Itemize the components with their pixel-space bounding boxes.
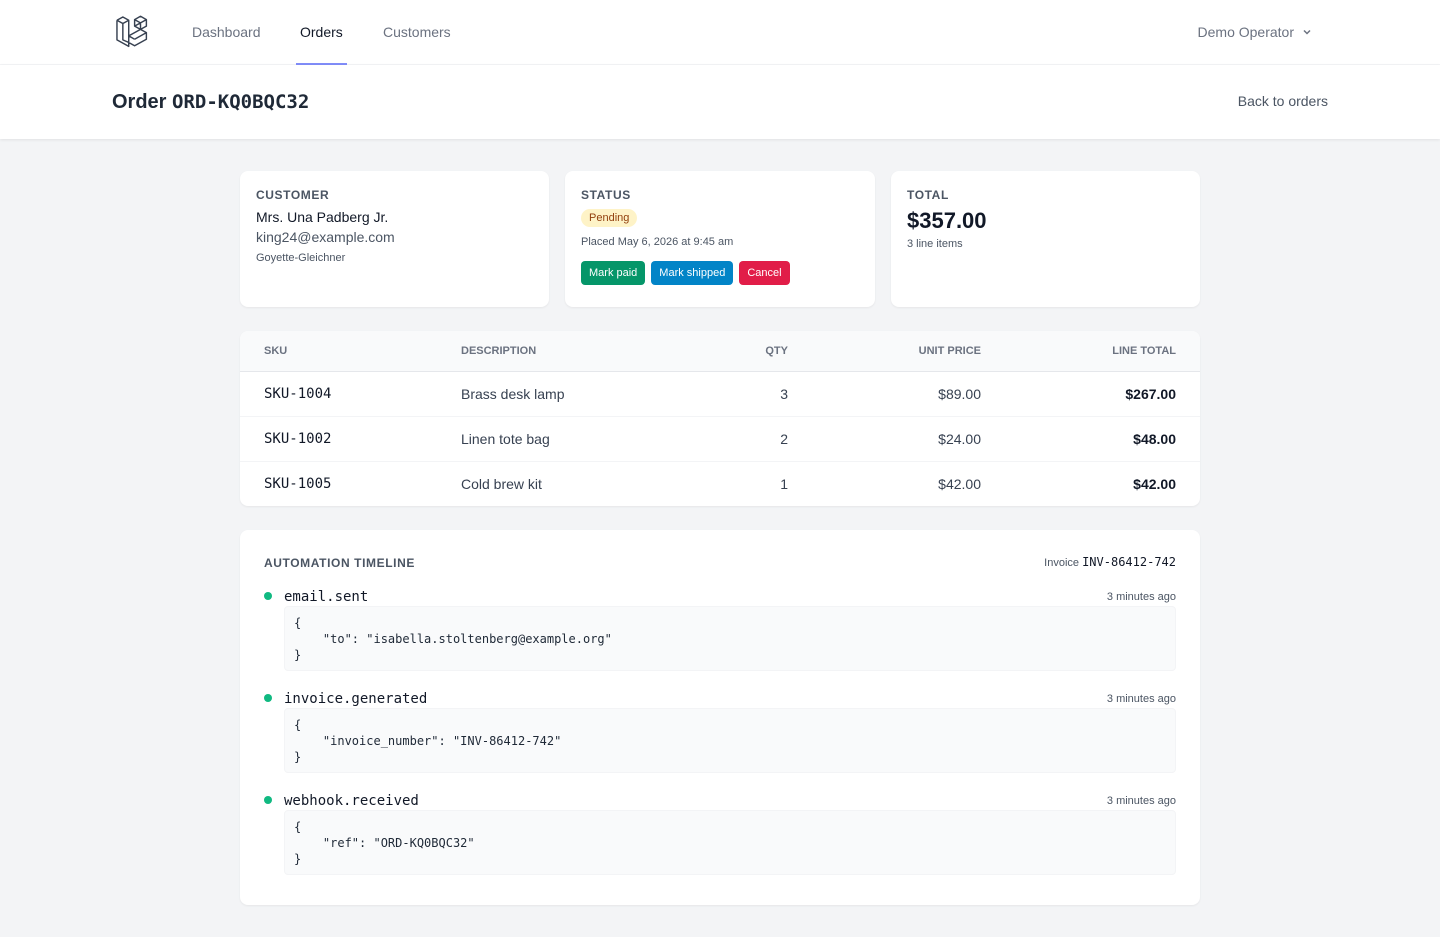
row-qty: 2 [780, 431, 788, 447]
customer-company: Goyette-Gleichner [256, 252, 346, 264]
row-line-total: $42.00 [1133, 476, 1176, 492]
status-dot-icon [264, 796, 272, 804]
row-unit-price: $42.00 [938, 476, 981, 492]
total-label: TOTAL [907, 188, 949, 202]
nav-link-dashboard[interactable]: Dashboard [192, 24, 261, 40]
event-time: 3 minutes ago [1106, 693, 1176, 705]
event-time: 3 minutes ago [1106, 795, 1176, 807]
nav-link-orders[interactable]: Orders [296, 0, 347, 65]
laravel-logo-icon[interactable] [114, 15, 150, 49]
chevron-down-icon [1303, 29, 1311, 35]
status-actions: Mark paid Mark shipped Cancel [581, 261, 859, 285]
status-label: STATUS [581, 188, 631, 202]
total-value: $357.00 [907, 208, 987, 233]
line-items-count: 3 line items [907, 238, 963, 250]
row-description: Linen tote bag [461, 431, 550, 447]
order-code: ORD-KQ0BQC32 [172, 91, 310, 113]
row-line-total: $48.00 [1133, 431, 1176, 447]
customer-card: CUSTOMER Mrs. Una Padberg Jr. king24@exa… [240, 171, 549, 307]
event-payload: { "invoice_number": "INV-86412-742" } [284, 708, 1176, 773]
column-header-description: DESCRIPTION [461, 345, 537, 357]
user-name: Demo Operator [1197, 24, 1294, 40]
page-header: Order ORD-KQ0BQC32 Back to orders [0, 65, 1440, 139]
invoice-label: Invoice [1044, 557, 1080, 569]
row-qty: 3 [780, 386, 788, 402]
event-payload: { "ref": "ORD-KQ0BQC32" } [284, 810, 1176, 875]
placed-date: Placed May 6, 2026 at 9:45 am [581, 236, 734, 248]
total-card: TOTAL $357.00 3 line items [891, 171, 1200, 307]
invoice-reference: Invoice INV-86412-742 [1044, 555, 1176, 569]
table-row: SKU-1002 Linen tote bag 2 $24.00 $48.00 [240, 417, 1200, 462]
cancel-button[interactable]: Cancel [739, 261, 790, 285]
row-description: Brass desk lamp [461, 386, 565, 402]
table-row: SKU-1005 Cold brew kit 1 $42.00 $42.00 [240, 462, 1200, 506]
row-qty: 1 [780, 476, 788, 492]
row-sku: SKU-1005 [264, 476, 332, 492]
row-line-total: $267.00 [1125, 386, 1176, 402]
top-navigation: Dashboard Orders Customers Demo Operator [0, 0, 1440, 65]
mark-shipped-button[interactable]: Mark shipped [651, 261, 734, 285]
column-header-qty: QTY [765, 345, 788, 357]
mark-paid-button[interactable]: Mark paid [581, 261, 646, 285]
line-items-table: SKU DESCRIPTION QTY UNIT PRICE LINE TOTA… [240, 331, 1200, 506]
back-to-orders-link[interactable]: Back to orders [1237, 93, 1328, 109]
row-description: Cold brew kit [461, 476, 542, 492]
row-unit-price: $24.00 [938, 431, 981, 447]
status-dot-icon [264, 592, 272, 600]
row-sku: SKU-1004 [264, 386, 332, 402]
timeline-event: invoice.generated 3 minutes ago { "invoi… [264, 692, 1176, 782]
timeline-event: webhook.received 3 minutes ago { "ref": … [264, 794, 1176, 884]
status-dot-icon [264, 694, 272, 702]
table-header: SKU DESCRIPTION QTY UNIT PRICE LINE TOTA… [240, 331, 1200, 372]
column-header-line-total: LINE TOTAL [1112, 345, 1176, 357]
invoice-number: INV-86412-742 [1082, 555, 1176, 569]
nav-link-customers[interactable]: Customers [383, 24, 451, 40]
column-header-unit-price: UNIT PRICE [918, 345, 981, 357]
timeline-title: AUTOMATION TIMELINE [264, 556, 415, 570]
timeline-event: email.sent 3 minutes ago { "to": "isabel… [264, 590, 1176, 680]
event-name: invoice.generated [284, 691, 428, 707]
status-badge: Pending [581, 209, 638, 227]
customer-email: king24@example.com [256, 229, 395, 245]
event-name: email.sent [284, 589, 369, 605]
row-unit-price: $89.00 [938, 386, 981, 402]
event-time: 3 minutes ago [1106, 591, 1176, 603]
row-sku: SKU-1002 [264, 431, 332, 447]
status-card: STATUS Pending Placed May 6, 2026 at 9:4… [565, 171, 875, 307]
customer-name: Mrs. Una Padberg Jr. [256, 209, 389, 225]
user-menu[interactable]: Demo Operator [1198, 0, 1312, 64]
page-title: Order ORD-KQ0BQC32 [112, 89, 309, 115]
event-name: webhook.received [284, 793, 419, 809]
automation-timeline: AUTOMATION TIMELINE Invoice INV-86412-74… [240, 530, 1200, 905]
event-payload: { "to": "isabella.stoltenberg@example.or… [284, 606, 1176, 671]
column-header-sku: SKU [264, 345, 288, 357]
table-row: SKU-1004 Brass desk lamp 3 $89.00 $267.0… [240, 372, 1200, 417]
page-title-prefix: Order [112, 91, 167, 113]
customer-label: CUSTOMER [256, 188, 330, 202]
